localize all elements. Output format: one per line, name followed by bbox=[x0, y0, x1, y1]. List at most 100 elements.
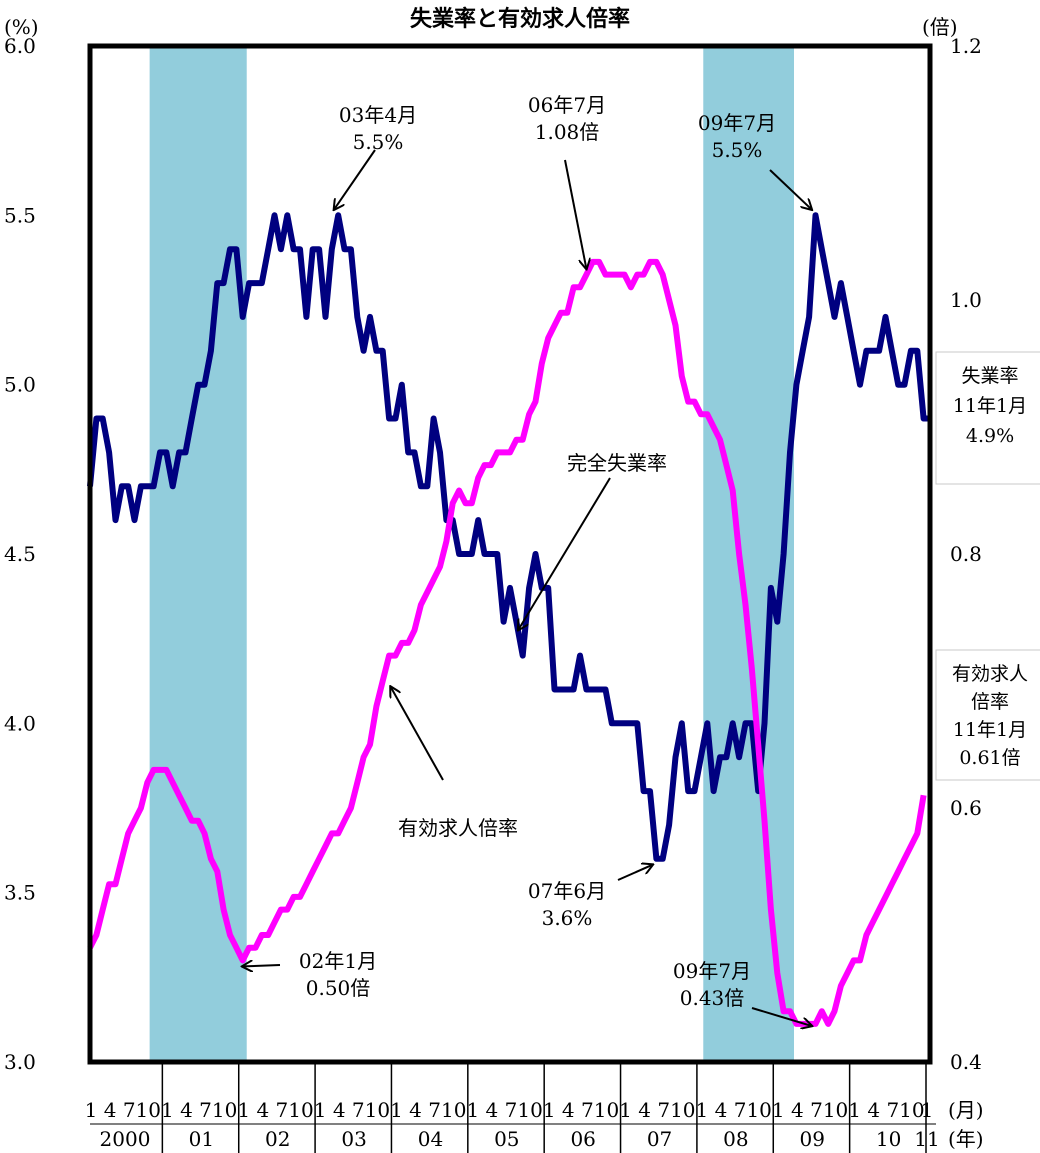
month-tick-label: 10 bbox=[136, 1098, 161, 1122]
month-tick-label: 10 bbox=[823, 1098, 848, 1122]
month-tick-label: 1 bbox=[161, 1098, 174, 1122]
month-tick-label: 4 bbox=[791, 1098, 804, 1122]
month-axis-unit: (月) bbox=[948, 1098, 984, 1122]
annotation-arrow bbox=[564, 159, 586, 269]
left-tick-label: 4.5 bbox=[4, 542, 36, 566]
month-tick-label: 10 bbox=[746, 1098, 771, 1122]
annotation-label: 5.5% bbox=[353, 130, 404, 154]
month-tick-label: 10 bbox=[212, 1098, 237, 1122]
month-tick-label: 7 bbox=[276, 1098, 289, 1122]
month-tick-label: 7 bbox=[810, 1098, 823, 1122]
month-tick-label: 7 bbox=[123, 1098, 136, 1122]
month-tick-label: 10 bbox=[441, 1098, 466, 1122]
annotation-label: 3.6% bbox=[542, 906, 593, 930]
left-tick-label: 3.0 bbox=[4, 1050, 36, 1074]
left-axis-unit: (%) bbox=[4, 15, 39, 39]
month-tick-label: 1 bbox=[921, 1098, 934, 1122]
series-line-unemployment bbox=[87, 212, 930, 862]
year-label: 03 bbox=[341, 1127, 366, 1151]
left-tick-label: 6.0 bbox=[4, 34, 36, 58]
year-label: 08 bbox=[723, 1127, 748, 1151]
year-label: 09 bbox=[800, 1127, 825, 1151]
year-label: 2000 bbox=[100, 1127, 151, 1151]
annotation-arrow bbox=[751, 1007, 811, 1026]
annotation-label: 1.08倍 bbox=[535, 120, 600, 144]
right-tick-label: 1.0 bbox=[950, 288, 982, 312]
month-tick-label: 10 bbox=[288, 1098, 313, 1122]
month-tick-label: 7 bbox=[505, 1098, 518, 1122]
month-tick-label: 1 bbox=[619, 1098, 632, 1122]
right-tick-label: 0.4 bbox=[950, 1050, 982, 1074]
side-box-text: 11年1月 bbox=[953, 719, 1027, 741]
month-tick-label: 1 bbox=[390, 1098, 403, 1122]
year-label: 06 bbox=[570, 1127, 595, 1151]
month-tick-label: 7 bbox=[734, 1098, 747, 1122]
annotation-arrow bbox=[243, 965, 281, 966]
year-axis-unit: (年) bbox=[948, 1127, 984, 1151]
month-tick-label: 1 bbox=[543, 1098, 556, 1122]
month-tick-label: 4 bbox=[180, 1098, 193, 1122]
month-tick-label: 7 bbox=[199, 1098, 212, 1122]
recession-band-2 bbox=[703, 46, 794, 1062]
month-tick-label: 7 bbox=[657, 1098, 670, 1122]
annotation-label: 09年7月 bbox=[673, 959, 751, 983]
recession-bands bbox=[149, 46, 794, 1062]
series-name-label: 完全失業率 bbox=[567, 451, 667, 475]
side-box-text: 4.9% bbox=[966, 425, 1014, 447]
annotation-label: 0.50倍 bbox=[306, 976, 371, 1000]
annotation-label: 03年4月 bbox=[339, 103, 417, 127]
right-tick-label: 0.6 bbox=[950, 796, 982, 820]
annotation-label: 06年7月 bbox=[528, 93, 606, 117]
annotation-arrow bbox=[769, 169, 811, 209]
month-tick-label: 7 bbox=[886, 1098, 899, 1122]
month-tick-label: 4 bbox=[715, 1098, 728, 1122]
year-label: 04 bbox=[418, 1127, 443, 1151]
annotation-label: 07年6月 bbox=[528, 879, 606, 903]
series-line-job-ratio bbox=[87, 258, 927, 1027]
right-axis-unit: (倍) bbox=[922, 15, 958, 39]
year-label: 07 bbox=[647, 1127, 672, 1151]
left-tick-label: 4.0 bbox=[4, 711, 36, 735]
annotation-label: 0.43倍 bbox=[680, 986, 745, 1010]
left-tick-label: 5.0 bbox=[4, 373, 36, 397]
month-tick-label: 10 bbox=[365, 1098, 390, 1122]
left-tick-label: 5.5 bbox=[4, 203, 36, 227]
side-box bbox=[935, 649, 1040, 781]
month-tick-label: 4 bbox=[562, 1098, 575, 1122]
year-label: 11 bbox=[914, 1127, 939, 1151]
left-tick-label: 3.5 bbox=[4, 881, 36, 905]
month-tick-label: 4 bbox=[409, 1098, 422, 1122]
month-tick-label: 1 bbox=[237, 1098, 250, 1122]
month-tick-label: 7 bbox=[428, 1098, 441, 1122]
month-tick-label: 1 bbox=[466, 1098, 479, 1122]
month-tick-label: 4 bbox=[104, 1098, 117, 1122]
side-box-text: 11年1月 bbox=[953, 395, 1027, 417]
annotation-arrow bbox=[617, 865, 652, 881]
annotation-label: 09年7月 bbox=[698, 111, 776, 135]
recession-band-1 bbox=[149, 46, 247, 1062]
month-tick-label: 1 bbox=[848, 1098, 861, 1122]
year-label: 05 bbox=[494, 1127, 519, 1151]
right-tick-label: 1.2 bbox=[950, 34, 982, 58]
month-tick-label: 4 bbox=[486, 1098, 499, 1122]
side-boxes: 失業率 11年1月 4.9% 有効求人倍率 11年1月 0.61倍 bbox=[935, 351, 1040, 781]
plot-frame bbox=[87, 43, 933, 1065]
side-box-text: 失業率 bbox=[961, 365, 1018, 387]
annotation-label: 5.5% bbox=[712, 138, 763, 162]
year-label: 10 bbox=[876, 1127, 901, 1151]
month-tick-label: 10 bbox=[594, 1098, 619, 1122]
annotation-label: 02年1月 bbox=[299, 949, 377, 973]
month-tick-label: 4 bbox=[867, 1098, 880, 1122]
month-tick-label: 1 bbox=[696, 1098, 709, 1122]
axes: 3.0 3.5 4.0 4.5 5.0 5.5 6.0 0.4 0.6 0.8 1.0 1.2 2000… bbox=[4, 34, 982, 1153]
month-tick-label: 4 bbox=[638, 1098, 651, 1122]
month-tick-label: 4 bbox=[333, 1098, 346, 1122]
chart-title: 失業率と有効求人倍率 bbox=[410, 6, 630, 32]
month-tick-label: 10 bbox=[670, 1098, 695, 1122]
series-lines bbox=[87, 212, 930, 1027]
right-tick-label: 0.8 bbox=[950, 542, 982, 566]
month-tick-label: 7 bbox=[581, 1098, 594, 1122]
year-label: 01 bbox=[189, 1127, 214, 1151]
